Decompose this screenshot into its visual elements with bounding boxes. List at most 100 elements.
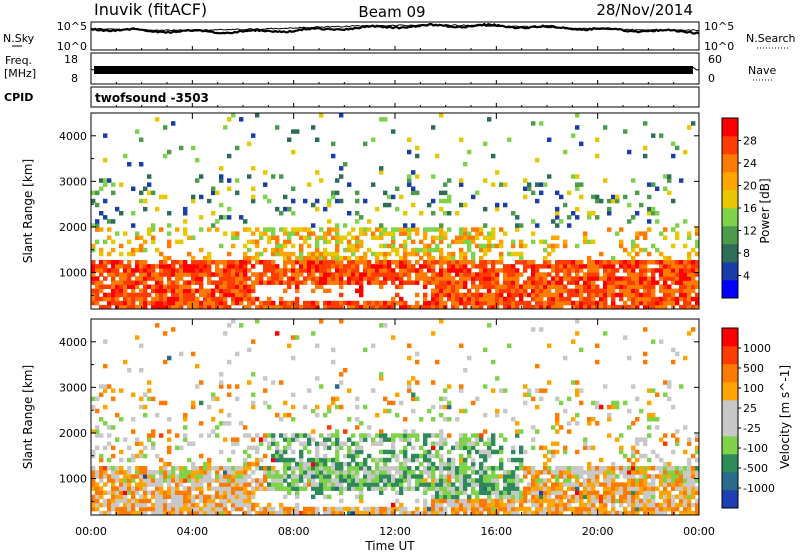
power-cell [207,268,212,273]
velocity-cell [223,494,228,500]
velocity-cell [263,486,268,491]
power-cell [479,243,484,249]
power-cell [339,300,344,306]
velocity-cell [211,396,216,402]
velocity-cell [255,445,260,451]
velocity-cell [147,490,152,495]
velocity-cell [339,404,344,410]
velocity-cell [543,461,548,467]
power-cell [423,296,428,302]
power-cell [107,219,112,224]
velocity-cell [603,510,608,516]
velocity-cell [483,502,488,508]
power-cell [635,280,640,285]
velocity-cell [535,482,540,487]
power-cell [415,280,420,285]
power-cell [99,280,104,285]
power-cell [395,247,400,253]
velocity-cell [187,478,192,483]
velocity-cell [167,437,172,442]
power-cell [347,264,352,269]
velocity-cell [315,461,320,467]
power-cell [115,272,120,277]
power-cell [175,304,180,310]
velocity-cell [271,470,276,475]
velocity-cell [507,502,512,508]
velocity-cell [391,400,396,406]
velocity-cell [335,470,340,475]
velocity-cell [459,433,464,438]
velocity-cell [415,506,420,512]
velocity-cell [627,486,632,491]
power-cell [155,292,160,298]
velocity-cell [679,470,684,475]
velocity-cell [503,510,508,516]
velocity-cell [175,506,180,512]
power-cell [347,247,352,253]
velocity-cell [331,396,336,402]
power-cell [659,296,664,302]
velocity-cell [203,502,208,508]
power-cell [255,280,260,285]
power-cell [171,292,176,298]
velocity-cell [179,445,184,451]
velocity-cell [571,417,576,422]
power-cell [659,268,664,273]
power-cell [499,255,504,261]
velocity-cell [539,327,544,332]
power-cell [423,251,428,257]
velocity-cell [575,331,580,336]
power-cell [315,251,320,257]
power-cell [479,304,484,310]
velocity-cell [431,478,436,483]
velocity-cell [275,412,280,418]
velocity-cell [695,433,700,438]
power-cell [423,231,428,236]
power-cell [683,243,688,249]
power-cell [411,190,416,196]
power-cell [471,296,476,302]
power-cell [667,178,672,183]
velocity-cell [335,437,340,442]
power-cell [283,227,288,232]
power-cell [183,219,188,224]
power-cell [547,280,552,285]
velocity-cell [459,388,464,393]
velocity-cell [131,478,136,483]
velocity-cell [167,490,172,495]
power-cell [423,280,428,285]
velocity-cell [159,494,164,500]
power-cell [671,296,676,302]
velocity-cell [175,494,180,500]
power-cell [599,260,604,265]
power-cell [535,223,540,228]
velocity-cell [659,490,664,495]
power-cell [487,288,492,294]
power-cell [695,251,700,257]
power-cell [351,304,356,310]
velocity-cell [631,498,636,504]
velocity-cell [615,510,620,516]
power-cell [107,251,112,257]
velocity-cell [463,441,468,446]
velocity-cell [447,502,452,508]
power-cell [159,288,164,294]
power-cell [391,239,396,245]
power-cell [403,280,408,285]
power-cell [515,251,520,257]
power-cell [455,292,460,298]
power-cell [227,272,232,277]
power-cell [295,304,300,310]
velocity-cell [543,506,548,512]
power-cell [423,272,428,277]
velocity-cell [95,396,100,402]
power-cell [143,304,148,310]
velocity-cell [131,417,136,422]
power-cell [399,268,404,273]
velocity-cell [267,502,272,508]
power-cell [227,186,232,191]
power-cell [359,255,364,261]
velocity-cell [647,388,652,393]
velocity-cell [503,478,508,483]
power-cell [347,304,352,310]
